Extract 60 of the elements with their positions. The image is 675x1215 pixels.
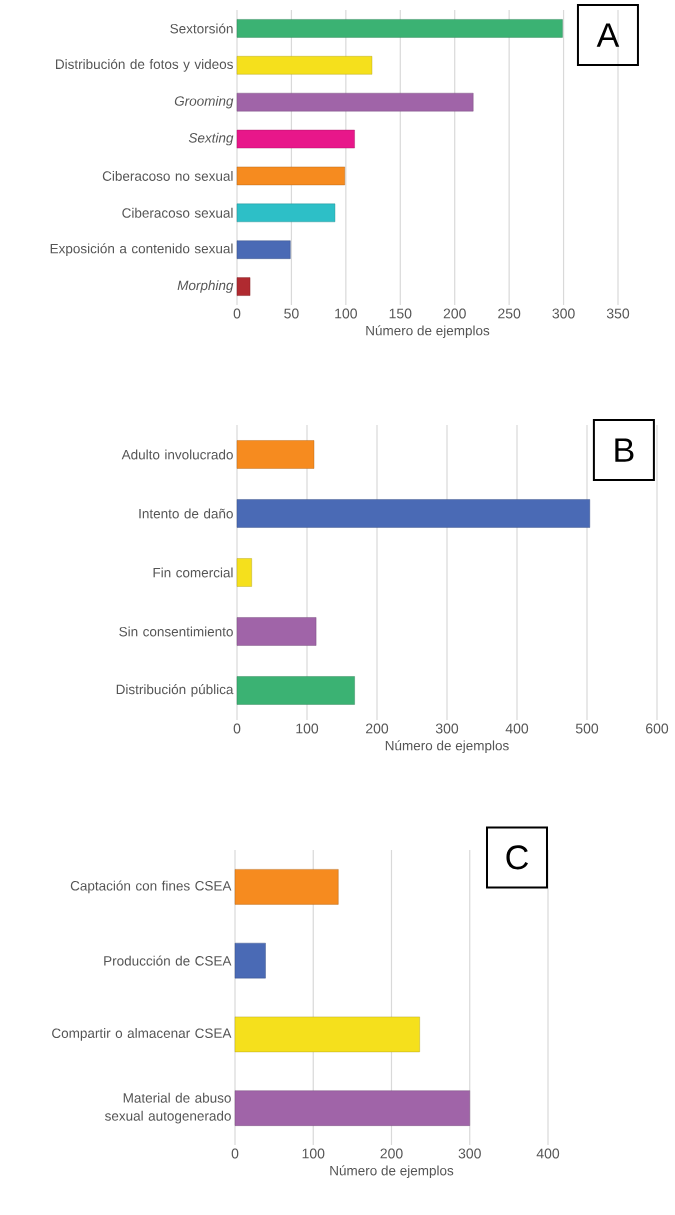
x-tick-label: 50: [284, 308, 299, 319]
x-axis-title: Número de ejemplos: [366, 325, 490, 339]
x-axis-title: Número de ejemplos: [330, 1165, 454, 1179]
x-tick-label: 100: [296, 723, 319, 734]
bar: [236, 440, 315, 469]
y-tick-label: Morphing: [177, 280, 234, 293]
x-tick-label: 400: [505, 723, 529, 734]
y-tick-label: Fin comercial: [153, 567, 233, 578]
x-tick-label: 300: [435, 723, 459, 734]
bar: [234, 942, 266, 979]
x-tick-label: 0: [233, 723, 241, 734]
bar: [234, 1090, 470, 1126]
y-tick-label: Grooming: [174, 95, 234, 109]
y-tick-label: Ciberacoso no sexual: [102, 170, 233, 181]
y-tick-label: Exposición a contenido sexual: [50, 243, 233, 257]
x-tick-label: 100: [335, 308, 357, 319]
x-tick-label: 0: [233, 308, 241, 319]
bar: [236, 19, 563, 38]
bar: [236, 617, 317, 646]
y-tick-label: Material de abuso sexual autogenerado: [104, 1092, 231, 1124]
bar: [236, 240, 291, 259]
x-axis-title: Número de ejemplos: [385, 740, 509, 754]
y-tick-label: Adulto involucrado: [121, 449, 233, 460]
x-tick-label: 500: [575, 723, 599, 734]
x-tick-label: 200: [380, 1148, 403, 1159]
y-tick-label: Intento de daño: [139, 508, 233, 519]
bar: [234, 1016, 420, 1053]
y-tick-label: Sin consentimiento: [119, 626, 233, 637]
x-tick-label: 300: [552, 308, 575, 319]
bar: [236, 203, 336, 223]
bar: [236, 499, 590, 528]
annotation: B: [615, 438, 634, 462]
annotation: C: [506, 845, 528, 870]
y-tick-label: Ciberacoso sexual: [122, 207, 233, 218]
x-tick-label: 300: [458, 1148, 481, 1159]
y-tick-label: Sexting: [188, 132, 234, 146]
bar: [234, 869, 339, 905]
x-tick-label: 0: [231, 1148, 239, 1159]
bar: [236, 129, 355, 149]
x-tick-label: 250: [498, 308, 521, 319]
x-tick-label: 150: [389, 308, 412, 319]
x-tick-label: 200: [443, 308, 466, 319]
bar: [236, 56, 373, 75]
y-tick-label: Compartir o almacenar CSEA: [52, 1028, 232, 1041]
x-tick-label: 100: [302, 1148, 325, 1159]
bar: [236, 277, 251, 296]
y-tick-label: Producción de CSEA: [104, 955, 232, 966]
y-tick-label: Distribución de fotos y videos: [56, 58, 233, 72]
bar: [236, 166, 345, 186]
bar: [236, 558, 252, 587]
x-tick-label: 400: [536, 1148, 560, 1159]
x-tick-label: 600: [646, 723, 669, 734]
y-tick-label: Sextorsión: [170, 23, 233, 34]
y-tick-label: Captación con fines CSEA: [70, 880, 232, 894]
annotation: A: [596, 23, 620, 47]
y-tick-label: Distribución pública: [116, 684, 234, 697]
bar: [236, 92, 474, 112]
x-tick-label: 200: [366, 723, 389, 734]
x-tick-label: 350: [606, 308, 630, 319]
bar: [236, 676, 355, 705]
